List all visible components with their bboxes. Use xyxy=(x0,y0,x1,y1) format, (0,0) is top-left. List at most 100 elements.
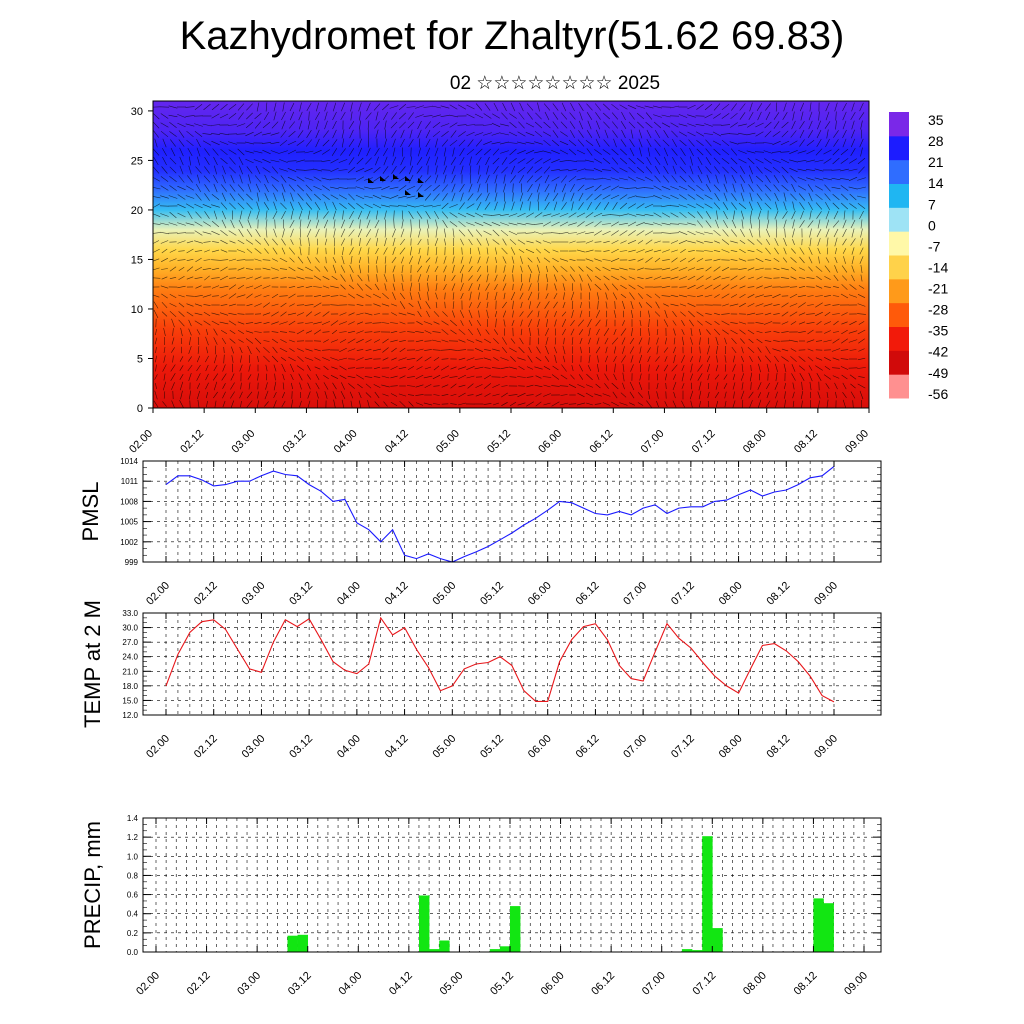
wind-vector xyxy=(407,331,415,333)
wind-vector xyxy=(858,376,865,378)
wind-vector xyxy=(340,148,346,156)
wind-vector xyxy=(239,165,243,175)
wind-vector xyxy=(679,211,687,219)
wind-vector xyxy=(825,102,830,112)
wind-vector xyxy=(687,222,696,226)
wind-vector xyxy=(349,129,354,139)
wind-vector xyxy=(781,130,789,138)
wind-vector xyxy=(398,112,407,120)
wind-vector xyxy=(799,102,805,112)
wind-vector xyxy=(204,157,210,165)
wind-vector xyxy=(444,274,446,282)
wind-vector xyxy=(545,293,549,299)
wind-vector xyxy=(857,383,866,389)
wind-vector xyxy=(186,185,194,191)
wind-vector xyxy=(764,130,772,138)
wind-vector xyxy=(594,230,602,236)
wind-vector xyxy=(433,357,440,361)
wind-vector xyxy=(214,400,217,408)
wind-vector xyxy=(325,228,327,238)
wind-vector xyxy=(790,257,797,263)
wind-vector xyxy=(848,186,858,190)
wind-vector xyxy=(595,383,601,389)
wind-vector xyxy=(645,302,653,308)
wind-vector xyxy=(627,195,637,199)
wind-vector xyxy=(195,211,202,219)
wind-vector xyxy=(287,168,297,172)
wind-vector xyxy=(576,177,586,181)
wind-vector xyxy=(316,102,319,112)
wind-vector xyxy=(749,228,753,238)
wind-vector xyxy=(611,337,619,345)
wind-vector xyxy=(850,391,856,399)
wind-vector xyxy=(721,239,730,245)
wind-vector xyxy=(261,142,272,144)
wind-vector xyxy=(349,265,354,273)
wind-vector xyxy=(384,237,387,247)
wind-vector xyxy=(663,303,669,307)
wind-vector xyxy=(288,247,296,255)
wind-vector xyxy=(305,277,313,279)
wind-vector xyxy=(341,255,345,265)
wind-vector xyxy=(542,158,552,164)
wind-vector xyxy=(366,238,371,246)
wind-vector xyxy=(373,166,381,174)
wind-vector xyxy=(603,202,610,210)
wind-vector xyxy=(432,339,441,343)
wind-vector xyxy=(749,400,753,408)
wind-vector xyxy=(409,292,413,300)
wind-vector xyxy=(671,148,678,156)
wind-vector xyxy=(153,248,160,253)
wind-vector xyxy=(756,166,763,174)
wind-vector xyxy=(679,139,687,147)
wind-vector xyxy=(665,382,667,390)
wind-vector xyxy=(730,240,738,244)
wind-vector xyxy=(384,264,387,274)
wind-vector xyxy=(185,106,195,108)
wind-vector xyxy=(170,147,176,157)
wind-vector xyxy=(655,365,660,371)
wind-vector xyxy=(544,356,550,362)
wind-vector xyxy=(601,214,612,216)
wind-vector xyxy=(688,310,695,318)
wind-vector xyxy=(559,231,569,235)
wind-vector xyxy=(749,192,753,202)
wind-vector xyxy=(340,274,346,282)
wind-vector xyxy=(279,268,288,270)
wind-vector xyxy=(713,328,721,336)
wind-vector xyxy=(213,156,218,166)
wind-vector xyxy=(204,166,210,174)
wind-vector xyxy=(425,301,431,309)
wind-vector xyxy=(358,391,362,399)
wind-vector xyxy=(663,319,669,327)
panel-frame xyxy=(142,612,882,716)
wind-vector xyxy=(263,321,270,325)
wind-vector xyxy=(619,213,628,217)
wind-vector xyxy=(757,399,762,408)
wind-vector xyxy=(826,237,829,247)
wind-vector xyxy=(313,321,322,325)
wind-vector xyxy=(695,124,705,126)
wind-vector xyxy=(211,204,220,208)
wind-vector xyxy=(279,331,288,333)
wind-vector xyxy=(194,250,203,252)
wind-vector xyxy=(739,285,746,289)
wind-vector xyxy=(840,168,849,172)
wind-vector xyxy=(826,391,829,399)
wind-vector xyxy=(670,267,679,271)
wind-vector xyxy=(188,356,192,362)
wind-vector xyxy=(247,345,252,355)
wind-vector xyxy=(842,138,847,148)
wind-vector xyxy=(484,393,491,397)
wind-vector xyxy=(561,202,567,210)
wind-vector xyxy=(705,276,712,280)
wind-vector xyxy=(415,374,424,380)
wind-vector xyxy=(305,286,313,288)
wind-vector xyxy=(168,222,178,226)
wind-vector xyxy=(765,228,771,238)
wind-vector xyxy=(593,168,603,172)
wind-vector xyxy=(791,120,796,130)
wind-vector xyxy=(841,329,848,335)
wind-vector xyxy=(503,201,506,211)
wind-vector xyxy=(262,149,271,155)
